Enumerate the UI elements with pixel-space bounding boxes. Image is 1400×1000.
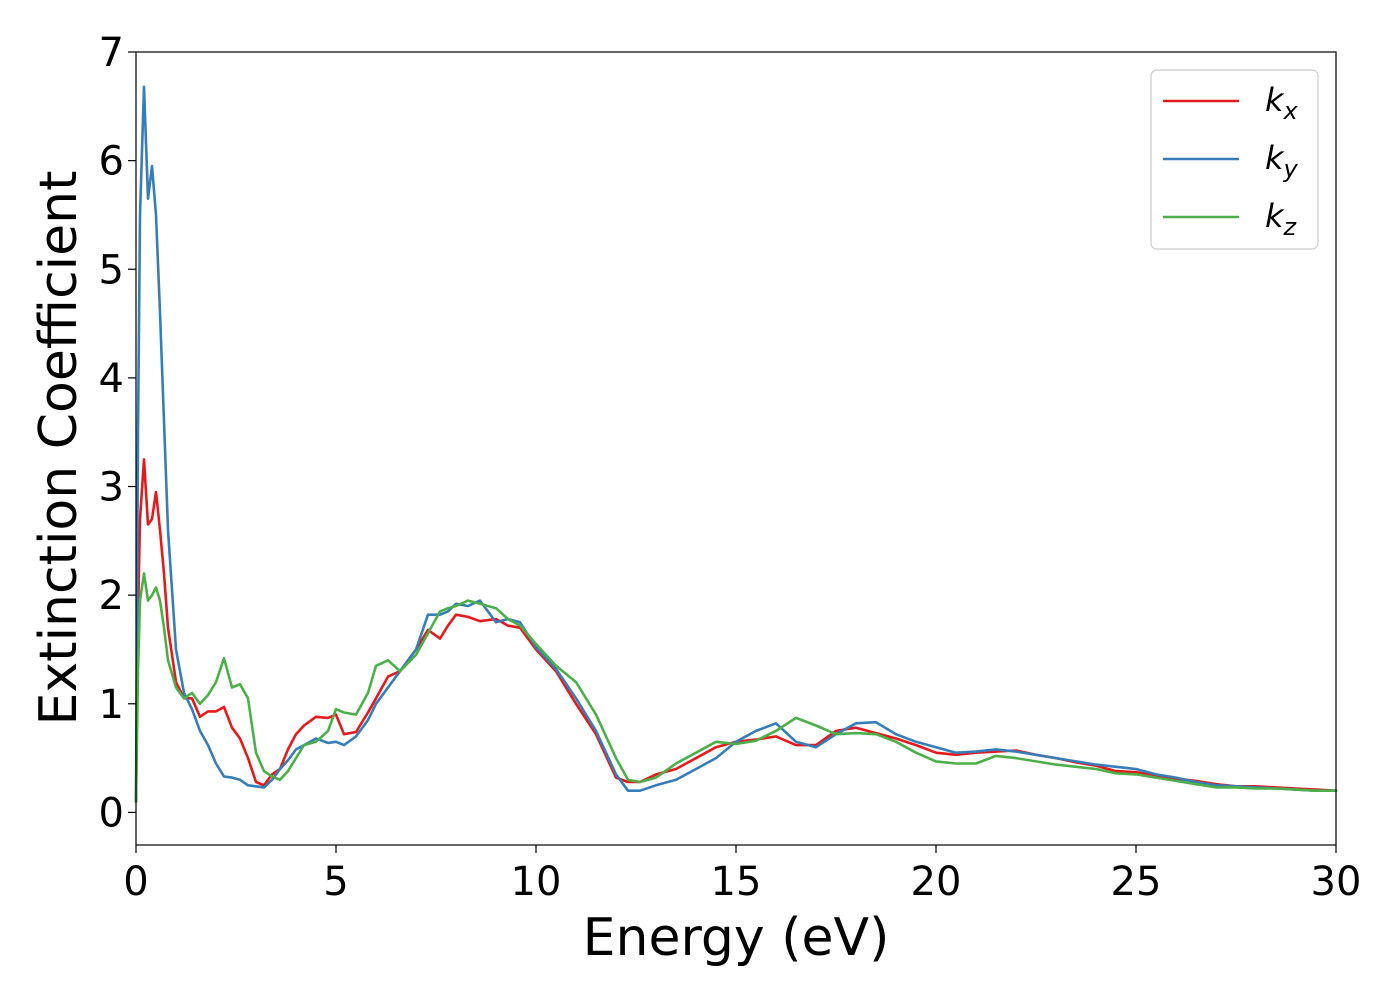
y-tick-label: 6 [99, 139, 124, 185]
series-line-kz [134, 572, 1338, 803]
x-tick-label: 30 [1311, 859, 1362, 905]
y-tick-label: 5 [99, 247, 124, 293]
x-tick-label: 0 [123, 859, 148, 905]
x-tick-label: 25 [1111, 859, 1162, 905]
x-axis-title: Energy (eV) [583, 908, 890, 968]
y-tick-label: 1 [99, 682, 124, 728]
legend: kx ky kz [1150, 69, 1319, 250]
y-tick-label: 3 [99, 465, 124, 511]
y-axis-title: Extinction Coefficient [29, 171, 89, 726]
y-tick-label: 4 [99, 356, 124, 402]
series-line-ky [134, 85, 1338, 803]
legend-label-ky: ky [1265, 139, 1299, 183]
x-tick-label: 15 [711, 859, 762, 905]
legend-label-kz: kz [1265, 197, 1298, 241]
plot-lines [134, 85, 1338, 803]
y-tick-label: 7 [99, 30, 124, 76]
y-axis: 0 1 2 3 4 5 6 7 [99, 30, 136, 836]
x-axis: 0 5 10 15 20 25 30 [123, 845, 1361, 905]
legend-label-kx: kx [1265, 81, 1299, 125]
x-tick-label: 20 [911, 859, 962, 905]
x-tick-label: 5 [323, 859, 348, 905]
y-tick-label: 2 [99, 573, 124, 619]
x-tick-label: 10 [511, 859, 562, 905]
y-tick-label: 0 [99, 790, 124, 836]
